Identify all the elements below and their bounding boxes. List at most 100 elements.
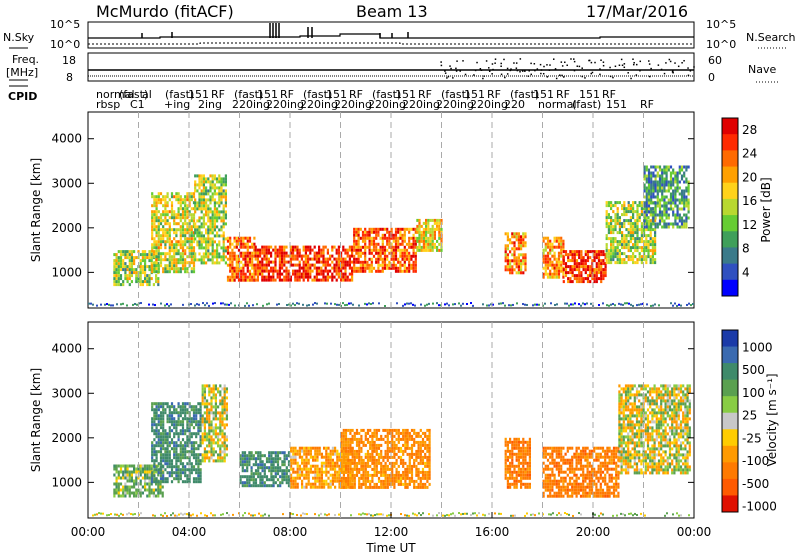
colorbar-tick-label: -100 bbox=[742, 454, 769, 468]
power-echo-region bbox=[643, 165, 690, 229]
colorbar-segment bbox=[722, 182, 738, 200]
cpid-label-row1: RF bbox=[556, 88, 570, 101]
colorbar-frame bbox=[721, 329, 739, 513]
colorbar-tick-label: 12 bbox=[742, 218, 757, 232]
cpid-row-2: rbsp C1 +ing 2ing 220ing220ing220ing220ing22… bbox=[96, 98, 654, 111]
colorbar-segment bbox=[722, 263, 738, 281]
velocity-x-ticks: 00:00 04:00 08:00 12:00 16:00 20:00 00:00 bbox=[71, 512, 712, 539]
cpid-label-row1: RF bbox=[487, 88, 501, 101]
y-tick-label: 1000 bbox=[51, 475, 82, 489]
nsearch-tick-bottom: 10^0 bbox=[706, 38, 736, 51]
colorbar-tick-label: 28 bbox=[742, 123, 757, 137]
cpid-label-row1: 151 bbox=[464, 88, 485, 101]
colorbar-segment bbox=[722, 379, 738, 397]
colorbar-segment bbox=[722, 150, 738, 168]
colorbar-tick-label: 25 bbox=[742, 409, 757, 423]
velocity-echo-region bbox=[340, 428, 431, 489]
colorbar-tick-label: -500 bbox=[742, 477, 769, 491]
y-tick-label: 3000 bbox=[51, 386, 82, 400]
colorbar-segment bbox=[722, 198, 738, 216]
freq-tick-top: 18 bbox=[62, 54, 76, 67]
colorbar-tick-label: 24 bbox=[742, 147, 757, 161]
x-tick-label: 12:00 bbox=[374, 525, 409, 539]
ground-scatter-strip bbox=[92, 512, 690, 517]
power-ylabel: Slant Range [km] bbox=[29, 158, 43, 262]
cpid-label-row1: 151 bbox=[188, 88, 209, 101]
beam-label: Beam 13 bbox=[356, 2, 428, 21]
velocity-echo-region bbox=[201, 384, 228, 463]
freq-unit: [MHz] bbox=[6, 66, 38, 79]
freq-label: Freq. bbox=[12, 53, 39, 66]
cpid-label-row2: 220ing bbox=[368, 98, 406, 111]
cpid-label-row2: 220ing bbox=[266, 98, 304, 111]
nsearch-tick-top: 10^5 bbox=[706, 18, 736, 31]
x-tick-label: 08:00 bbox=[273, 525, 308, 539]
cpid-label-row1: RF bbox=[602, 88, 616, 101]
cpid-label-row1: (fast) bbox=[372, 88, 401, 101]
velocity-echo-region bbox=[504, 437, 531, 489]
cpid-label-row2: (fast) bbox=[572, 98, 601, 111]
power-echo-region bbox=[562, 250, 607, 284]
ground-scatter-strip bbox=[88, 302, 694, 307]
time-axis-label: Time UT bbox=[365, 541, 416, 554]
nsearch-label: N.Search bbox=[746, 31, 796, 44]
velocity-ylabel: Slant Range [km] bbox=[29, 368, 43, 472]
cpid-label-row1: RF bbox=[418, 88, 432, 101]
nave-tick-bottom: 0 bbox=[708, 71, 715, 84]
cpid-label-row1: (fast) bbox=[441, 88, 470, 101]
nsky-tick-bottom: 10^0 bbox=[50, 38, 80, 51]
power-echo-region bbox=[302, 245, 354, 282]
freq-tick-bottom: 8 bbox=[66, 71, 73, 84]
velocity-panel: 1000 2000 3000 4000 00:00 04:00 08:00 12:00 16:… bbox=[29, 321, 779, 554]
nave-label: Nave bbox=[748, 63, 776, 76]
power-echo-region bbox=[542, 236, 565, 279]
colorbar-segment bbox=[722, 445, 738, 463]
colorbar-segment bbox=[722, 231, 738, 248]
station-title: McMurdo (fitACF) bbox=[96, 2, 234, 21]
cpid-label-row2: 220ing bbox=[436, 98, 474, 111]
colorbar-segment bbox=[722, 363, 738, 381]
nave-tick-top: 60 bbox=[708, 54, 722, 67]
power-echo-region bbox=[226, 236, 256, 282]
colorbar-tick-label: 16 bbox=[742, 194, 757, 208]
power-echo-region bbox=[151, 192, 196, 274]
colorbar-segment bbox=[722, 215, 738, 232]
colorbar-segment bbox=[722, 412, 738, 430]
power-echo-region bbox=[353, 227, 417, 273]
colorbar-segment bbox=[722, 118, 738, 135]
x-tick-label: 04:00 bbox=[172, 525, 207, 539]
x-tick-label: 00:00 bbox=[677, 525, 712, 539]
colorbar-segment bbox=[722, 330, 738, 348]
cpid-label-row1: (fast) bbox=[119, 88, 148, 101]
cpid-label-row1: normal bbox=[96, 88, 135, 101]
cpid-label-row1: RF bbox=[349, 88, 363, 101]
x-tick-label: 00:00 bbox=[71, 525, 106, 539]
power-colorbar-label: Power [dB] bbox=[759, 177, 773, 242]
nsky-tick-top: 10^5 bbox=[50, 18, 80, 31]
cpid-label-row2: normal bbox=[538, 98, 577, 111]
y-tick-label: 3000 bbox=[51, 176, 82, 190]
y-tick-label: 4000 bbox=[51, 132, 82, 146]
y-tick-label: 2000 bbox=[51, 221, 82, 235]
nsky-spikes bbox=[141, 23, 409, 38]
colorbar-segment bbox=[722, 279, 738, 297]
power-echo-region bbox=[194, 174, 227, 265]
y-tick-label: 1000 bbox=[51, 265, 82, 279]
velocity-y-ticks: 1000 2000 3000 4000 bbox=[51, 342, 694, 489]
freq-scatter bbox=[440, 58, 695, 80]
cpid-label-row2: 220 bbox=[504, 98, 525, 111]
power-colorbar: 4 8 12 16 20 24 28 bbox=[721, 117, 757, 297]
cpid-label-row2: 220ing bbox=[300, 98, 338, 111]
cpid-label-row1: al bbox=[142, 88, 152, 101]
cpid-label-row2: 220ing bbox=[402, 98, 440, 111]
cpid-label-row1: (fast) bbox=[303, 88, 332, 101]
cpid-label: CPID bbox=[8, 90, 37, 103]
cpid-label-row1: 151 bbox=[579, 88, 600, 101]
cpid-label-row1: (fast) bbox=[165, 88, 194, 101]
nsearch-trace bbox=[88, 42, 694, 45]
velocity-time-grid bbox=[138, 322, 644, 518]
velocity-colorbar-label: Velocity [m s⁻¹] bbox=[765, 373, 779, 466]
date-label: 17/Mar/2016 bbox=[586, 2, 688, 21]
